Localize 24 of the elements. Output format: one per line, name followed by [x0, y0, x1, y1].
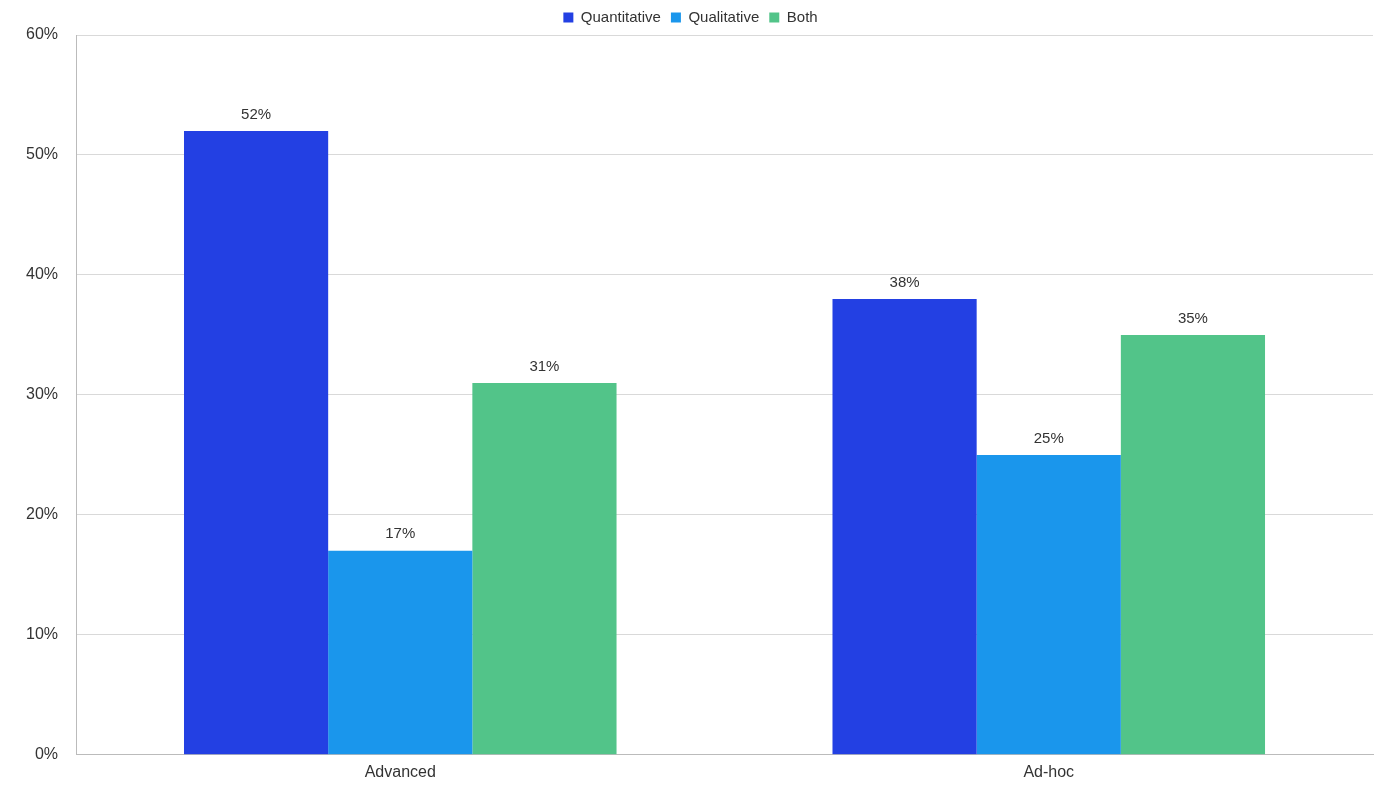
y-tick-label: 30%	[25, 385, 59, 403]
bar	[472, 382, 617, 755]
y-tick-label: 60%	[25, 25, 59, 43]
y-tick-label: 0%	[34, 745, 59, 763]
x-tick-label: Advanced	[364, 762, 436, 780]
data-label: 38%	[889, 272, 920, 290]
legend-label: Quantitative	[580, 7, 661, 25]
bar	[1120, 334, 1266, 755]
data-label: 25%	[1033, 428, 1064, 446]
x-tick-label: Ad-hoc	[1023, 762, 1075, 780]
legend-label: Qualitative	[688, 7, 760, 25]
bar	[184, 130, 329, 755]
data-label: 17%	[385, 524, 416, 542]
y-tick-label: 20%	[25, 505, 59, 523]
y-tick-label: 50%	[25, 145, 59, 163]
bar	[328, 550, 473, 755]
legend-label: Both	[786, 7, 818, 25]
bar	[976, 454, 1121, 755]
bar	[832, 298, 977, 755]
data-label: 52%	[241, 104, 272, 122]
data-label: 31%	[529, 356, 560, 374]
y-tick-label: 40%	[25, 265, 59, 283]
y-tick-label: 10%	[25, 625, 59, 643]
data-label: 35%	[1177, 308, 1208, 326]
